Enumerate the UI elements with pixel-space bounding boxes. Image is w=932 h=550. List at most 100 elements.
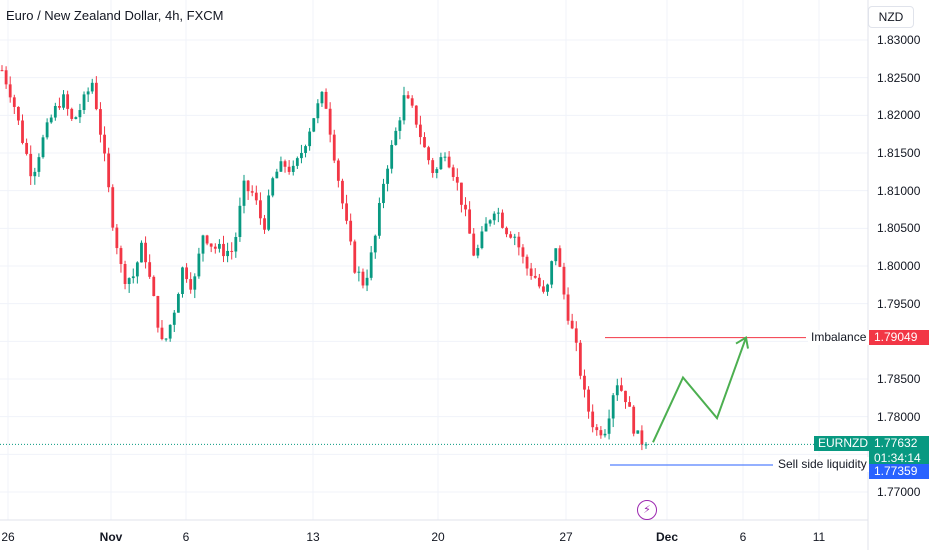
candle bbox=[119, 245, 123, 273]
x-tick-label: 20 bbox=[431, 530, 445, 544]
candle bbox=[127, 277, 131, 293]
candle bbox=[193, 273, 197, 299]
current-price-tag: 1.77632 01:34:14 bbox=[869, 436, 929, 467]
sell-side-liquidity-label: Sell side liquidity bbox=[775, 456, 870, 472]
candle bbox=[107, 147, 111, 193]
candle bbox=[250, 185, 254, 197]
candle bbox=[566, 287, 570, 325]
candle bbox=[140, 240, 143, 263]
candle bbox=[472, 228, 476, 257]
candle bbox=[501, 209, 504, 229]
candle bbox=[99, 102, 102, 143]
candle bbox=[66, 90, 70, 116]
candle bbox=[439, 152, 443, 170]
candle bbox=[271, 176, 275, 198]
candle bbox=[144, 236, 147, 269]
y-tick-label: 1.78000 bbox=[877, 409, 921, 424]
current-price-value: 1.77632 bbox=[874, 436, 918, 451]
candle bbox=[488, 219, 492, 227]
candle bbox=[17, 106, 20, 125]
candle bbox=[115, 224, 119, 255]
candle bbox=[213, 243, 217, 254]
candle bbox=[25, 138, 29, 156]
candle bbox=[496, 207, 500, 223]
candle bbox=[74, 116, 78, 120]
candle bbox=[0, 65, 4, 72]
symbol-tag: EURNZD bbox=[814, 436, 872, 452]
candle bbox=[603, 429, 607, 438]
y-tick-label: 1.81000 bbox=[877, 183, 921, 198]
candle bbox=[29, 145, 33, 185]
candle bbox=[361, 268, 365, 289]
candle bbox=[345, 194, 348, 225]
candle bbox=[283, 159, 287, 173]
candle bbox=[369, 245, 373, 281]
candle bbox=[624, 390, 627, 409]
candle bbox=[554, 248, 558, 266]
y-tick-label: 1.83000 bbox=[877, 33, 921, 47]
candle bbox=[373, 234, 377, 259]
y-tick-label: 1.81500 bbox=[877, 146, 921, 160]
candle bbox=[480, 226, 484, 250]
candle bbox=[640, 425, 644, 451]
candle bbox=[176, 292, 180, 313]
candle bbox=[263, 214, 266, 234]
candle bbox=[45, 118, 49, 140]
candle bbox=[578, 340, 582, 380]
candle bbox=[201, 234, 205, 262]
candle bbox=[300, 144, 303, 164]
candle bbox=[218, 239, 221, 253]
candle bbox=[505, 226, 508, 238]
candle bbox=[464, 197, 467, 217]
candle bbox=[599, 426, 603, 439]
candle bbox=[226, 242, 230, 263]
currency-button[interactable]: NZD bbox=[868, 6, 914, 28]
candle bbox=[185, 263, 188, 283]
candle bbox=[148, 254, 152, 279]
x-tick-label: 27 bbox=[559, 530, 573, 544]
candle bbox=[476, 244, 480, 259]
candle bbox=[460, 182, 463, 213]
candle bbox=[451, 164, 455, 181]
candle bbox=[316, 99, 320, 124]
lightning-event-icon[interactable]: ⚡ bbox=[637, 500, 657, 520]
y-tick-label: 1.79500 bbox=[877, 296, 921, 311]
y-tick-label: 1.80500 bbox=[877, 221, 921, 236]
candle bbox=[365, 269, 369, 292]
candle bbox=[455, 168, 459, 191]
candle bbox=[632, 405, 636, 437]
candle bbox=[533, 268, 537, 279]
candle bbox=[328, 102, 332, 143]
candle bbox=[82, 91, 86, 114]
x-tick-label: Nov bbox=[99, 530, 123, 544]
candle bbox=[562, 262, 566, 300]
candle bbox=[168, 324, 172, 342]
projection-path[interactable] bbox=[652, 337, 747, 443]
candle bbox=[49, 114, 53, 124]
candle bbox=[254, 185, 258, 205]
candle bbox=[628, 396, 631, 407]
candle bbox=[86, 87, 90, 102]
candlestick-series bbox=[0, 65, 648, 451]
candle bbox=[156, 295, 160, 333]
projection-arrowhead bbox=[735, 335, 749, 349]
candle bbox=[324, 88, 328, 110]
candle bbox=[591, 404, 595, 433]
candle bbox=[90, 78, 94, 94]
candle bbox=[386, 165, 389, 192]
candle bbox=[160, 320, 164, 341]
y-tick-label: 1.82000 bbox=[877, 108, 921, 123]
candle bbox=[111, 184, 115, 231]
candle bbox=[70, 107, 74, 121]
candle bbox=[595, 424, 599, 436]
candle bbox=[308, 127, 312, 151]
candle bbox=[197, 247, 201, 279]
candle bbox=[172, 310, 176, 332]
candle bbox=[230, 242, 234, 260]
candle bbox=[58, 97, 61, 110]
candle bbox=[468, 201, 472, 234]
candle bbox=[123, 260, 127, 290]
candle bbox=[537, 273, 541, 289]
chart-title: Euro / New Zealand Dollar, 4h, FXCM bbox=[6, 8, 224, 23]
x-tick-label: 13 bbox=[306, 530, 320, 544]
